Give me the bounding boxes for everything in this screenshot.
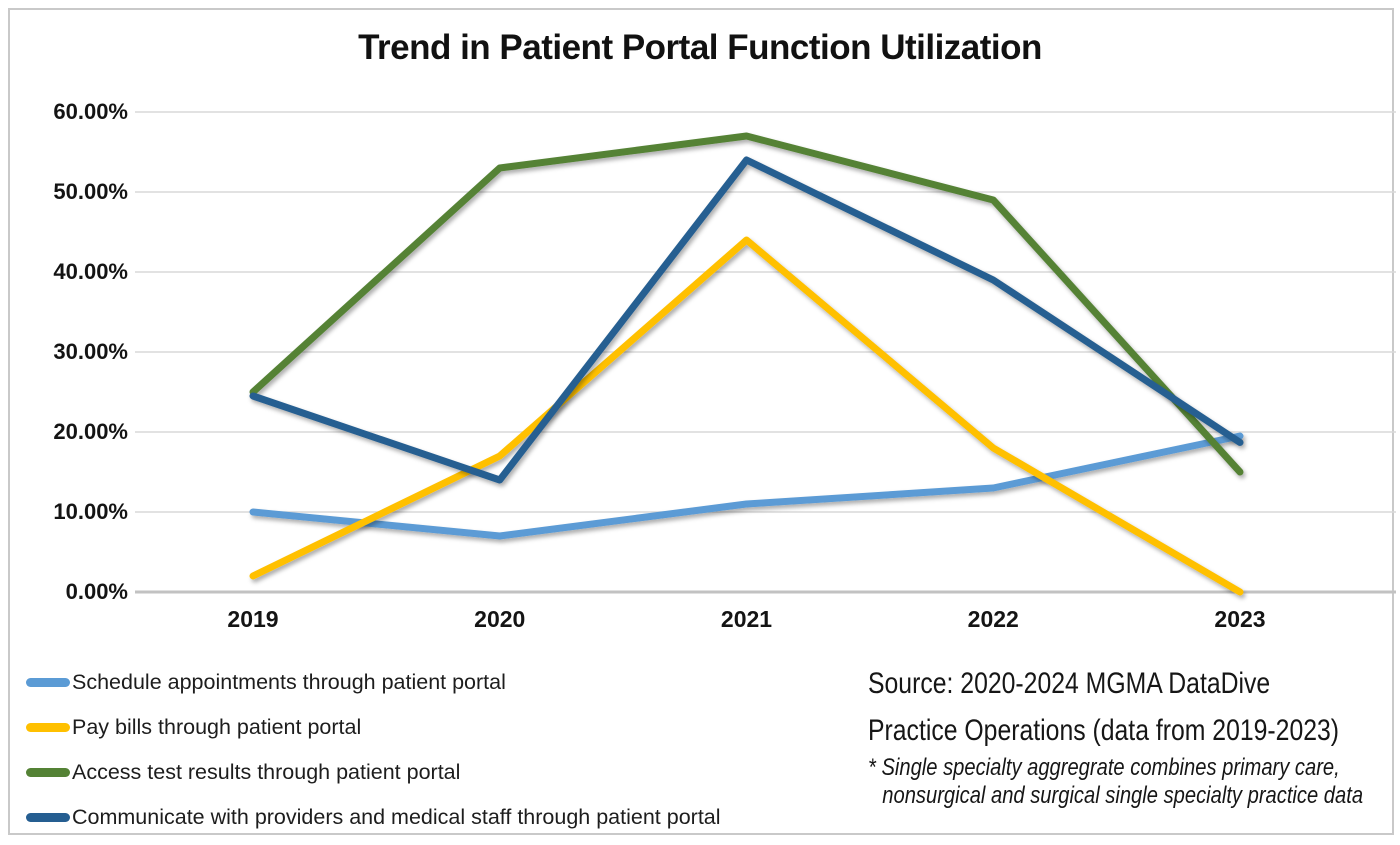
- legend-swatch-icon: [26, 768, 70, 777]
- series-line-1: [249, 236, 1244, 596]
- y-tick-label: 40.00%: [53, 259, 128, 284]
- legend-item: Communicate with providers and medical s…: [0, 795, 840, 840]
- y-tick-label: 20.00%: [53, 419, 128, 444]
- series-line-0: [249, 432, 1244, 540]
- legend-label: Communicate with providers and medical s…: [72, 805, 721, 829]
- series-line-2: [249, 132, 1244, 476]
- legend-item: Schedule appointments through patient po…: [0, 660, 840, 705]
- legend-label: Access test results through patient port…: [72, 760, 461, 784]
- legend-label: Schedule appointments through patient po…: [72, 670, 506, 694]
- source-line-2: Practice Operations (data from 2019-2023…: [868, 714, 1340, 747]
- legend-item: Access test results through patient port…: [0, 750, 840, 795]
- chart-title: Trend in Patient Portal Function Utiliza…: [358, 28, 1042, 67]
- y-tick-label: 60.00%: [53, 99, 128, 124]
- series-lines: [249, 132, 1244, 596]
- source-note-line-1: * Single specialty aggregrate combines p…: [868, 754, 1340, 781]
- source-line-1: Source: 2020-2024 MGMA DataDive: [868, 667, 1271, 700]
- legend-swatch-icon: [26, 678, 70, 687]
- y-tick-label: 30.00%: [53, 339, 128, 364]
- x-tick-label: 2023: [1214, 606, 1266, 632]
- x-tick-label: 2021: [720, 606, 773, 632]
- y-tick-label: 50.00%: [53, 179, 128, 204]
- source-note-line-2: nonsurgical and surgical single specialt…: [882, 782, 1364, 809]
- gridlines: [135, 111, 1396, 594]
- x-tick-label: 2019: [227, 606, 279, 632]
- series-line-3: [249, 156, 1244, 484]
- legend-swatch-icon: [26, 813, 70, 822]
- chart-legend: Schedule appointments through patient po…: [0, 660, 840, 840]
- x-tick-label: 2020: [474, 606, 526, 632]
- x-tick-label: 2022: [967, 606, 1019, 632]
- legend-label: Pay bills through patient portal: [72, 715, 362, 739]
- source-block: Source: 2020-2024 MGMA DataDive Practice…: [868, 660, 1400, 810]
- y-tick-label: 10.00%: [53, 499, 128, 524]
- legend-swatch-icon: [26, 723, 70, 732]
- y-tick-label: 0.00%: [65, 579, 128, 604]
- legend-item: Pay bills through patient portal: [0, 705, 840, 750]
